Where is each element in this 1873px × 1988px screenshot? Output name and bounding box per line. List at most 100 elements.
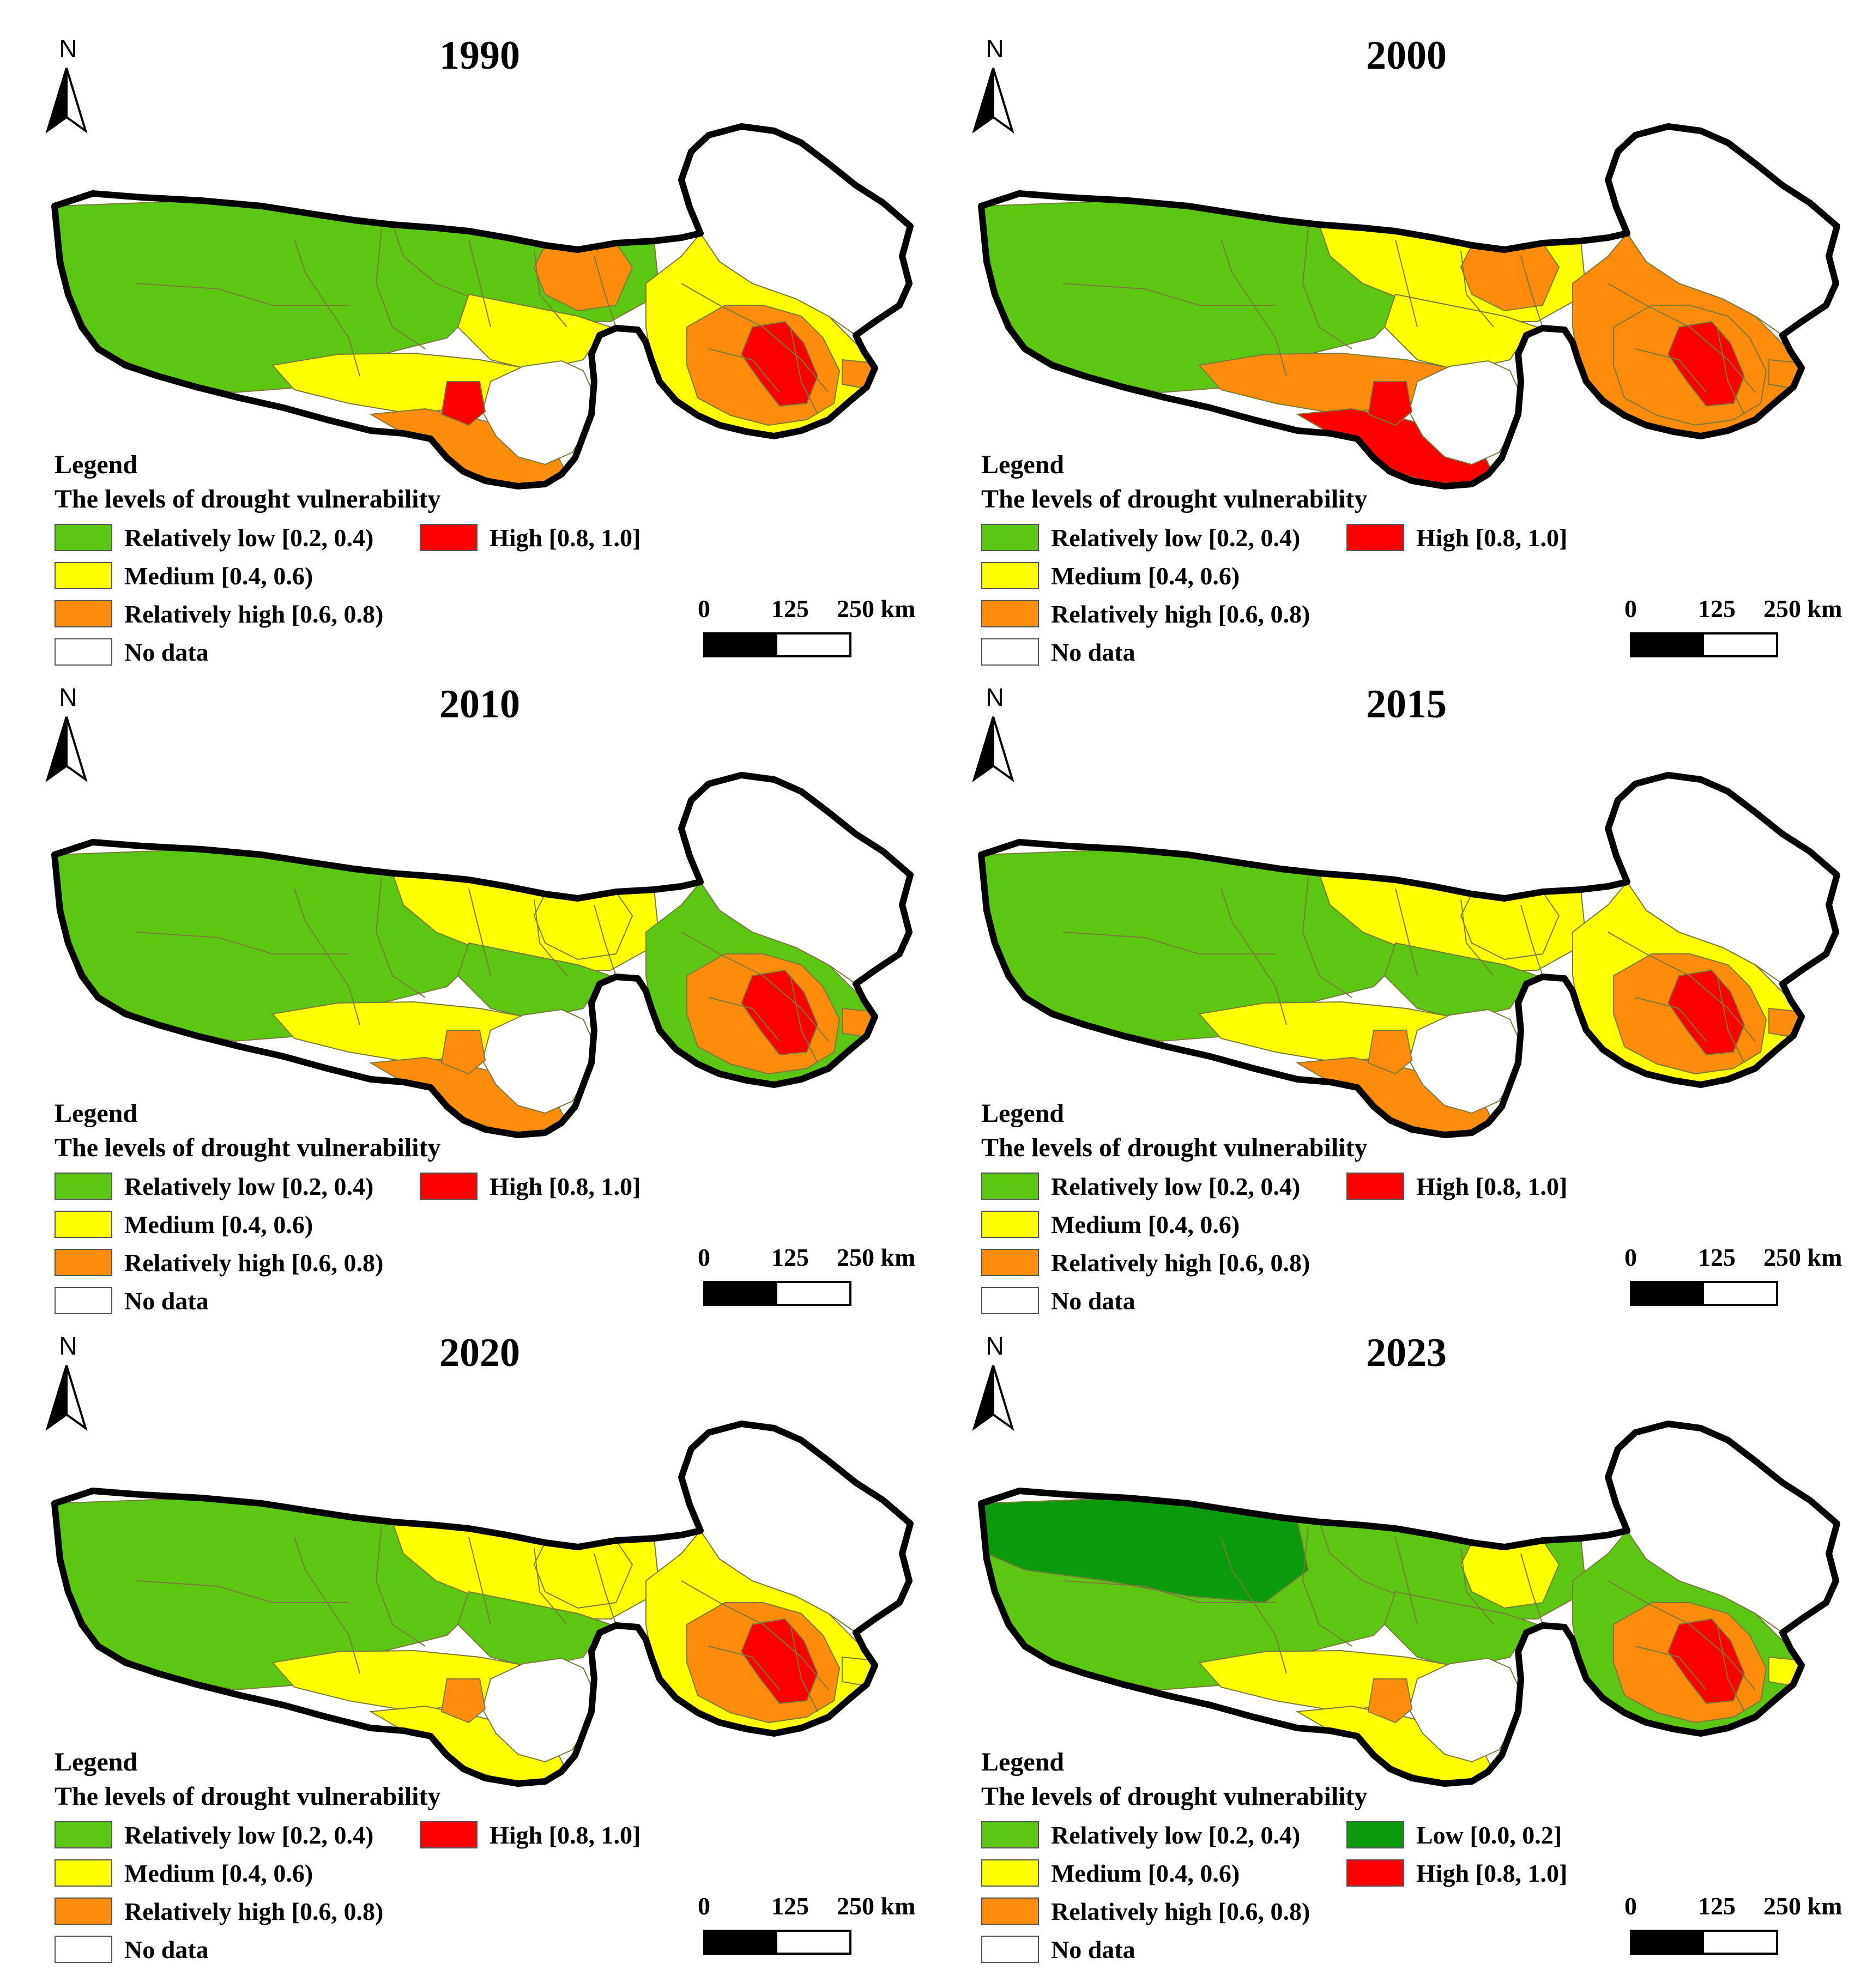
legend-swatch bbox=[981, 1287, 1039, 1314]
legend-swatch bbox=[55, 600, 112, 627]
county-boundary bbox=[1460, 1548, 1494, 1625]
legend-label: Medium [0.4, 0.6) bbox=[1051, 1210, 1240, 1238]
county-boundary bbox=[1520, 256, 1543, 328]
choropleth-map bbox=[51, 772, 914, 1138]
north-label: N bbox=[59, 34, 77, 63]
map-panel-2023: 2023 N Legend The levels of drought vulnera… bbox=[927, 1297, 1853, 1963]
legend-item-rel-high: Relatively high [0.6, 0.8) bbox=[55, 1896, 383, 1926]
county-boundary bbox=[594, 256, 617, 328]
legend-item-rel-high: Relatively high [0.6, 0.8) bbox=[981, 1247, 1310, 1278]
county-boundary bbox=[681, 283, 829, 393]
basin-outline bbox=[978, 123, 1840, 490]
legend-subtitle: The levels of drought vulnerability bbox=[55, 1133, 441, 1162]
map-year-title: 1990 bbox=[439, 33, 520, 78]
legend-label: Relatively low [0.2, 0.4) bbox=[124, 1172, 374, 1200]
map-year-title: 2000 bbox=[1366, 33, 1447, 78]
legend-label: Relatively low [0.2, 0.4) bbox=[1051, 523, 1301, 552]
legend-swatch bbox=[981, 600, 1039, 627]
legend-title: Legend bbox=[55, 450, 138, 479]
legend-swatch bbox=[981, 1936, 1039, 1963]
legend-swatch bbox=[981, 1898, 1039, 1925]
county-boundary bbox=[594, 904, 617, 976]
legend-swatch bbox=[1346, 1173, 1404, 1200]
legend-swatch bbox=[55, 1249, 112, 1276]
legend-item-medium: Medium [0.4, 0.6) bbox=[55, 1858, 313, 1888]
choropleth-map bbox=[51, 1421, 914, 1787]
legend-label: Relatively low [0.2, 0.4) bbox=[1051, 1172, 1301, 1200]
scale-label: 125 bbox=[1698, 1892, 1736, 1920]
legend-label: No data bbox=[124, 1286, 209, 1315]
scale-bar bbox=[1630, 632, 1778, 657]
scale-label: 0 bbox=[698, 1243, 710, 1271]
north-arrow-icon bbox=[45, 716, 88, 783]
scale-label: 0 bbox=[1624, 595, 1637, 623]
legend-item-medium: Medium [0.4, 0.6) bbox=[55, 1209, 313, 1240]
county-boundary bbox=[1635, 348, 1707, 393]
north-label: N bbox=[986, 683, 1004, 711]
legend-swatch bbox=[981, 1211, 1039, 1238]
legend-item-high: High [0.8, 1.0] bbox=[1346, 522, 1567, 553]
map-year-title: 2020 bbox=[439, 1331, 520, 1375]
county-boundary bbox=[1520, 904, 1543, 976]
county-boundary bbox=[468, 239, 491, 328]
scale-label: 250 km bbox=[837, 595, 916, 623]
legend-swatch bbox=[981, 562, 1039, 589]
legend-swatch bbox=[55, 638, 112, 666]
legend-swatch bbox=[1346, 524, 1404, 551]
legend-label: Medium [0.4, 0.6) bbox=[1051, 561, 1240, 590]
county-boundary bbox=[1460, 899, 1494, 976]
legend-label: High [0.8, 1.0] bbox=[1416, 523, 1568, 552]
legend-swatch bbox=[1346, 1859, 1404, 1887]
legend-label: Relatively high [0.6, 0.8) bbox=[124, 1248, 384, 1277]
county-boundary bbox=[681, 1580, 829, 1690]
county-boundary bbox=[534, 250, 567, 328]
legend-item-low: Low [0.0, 0.2] bbox=[1346, 1820, 1562, 1850]
legend-item-high: High [0.8, 1.0] bbox=[420, 1171, 641, 1201]
legend-swatch bbox=[981, 1249, 1039, 1276]
county-boundary bbox=[1717, 975, 1745, 1064]
county-boundary bbox=[1395, 1537, 1418, 1625]
scale-label: 0 bbox=[698, 1892, 710, 1920]
legend-swatch bbox=[981, 638, 1039, 666]
county-boundary bbox=[790, 327, 818, 415]
basin-outline bbox=[978, 1421, 1840, 1787]
legend-title: Legend bbox=[981, 1748, 1065, 1776]
county-boundary bbox=[1395, 888, 1418, 976]
legend-subtitle: The levels of drought vulnerability bbox=[981, 1133, 1368, 1162]
legend-item-medium: Medium [0.4, 0.6) bbox=[981, 1209, 1240, 1240]
legend-swatch bbox=[420, 524, 478, 551]
county-boundary bbox=[468, 1537, 491, 1625]
scale-label: 0 bbox=[1624, 1892, 1637, 1920]
legend-label: Relatively high [0.6, 0.8) bbox=[1051, 1897, 1310, 1925]
county-boundary bbox=[468, 888, 491, 976]
basin-outline bbox=[51, 123, 914, 490]
legend-item-high: High [0.8, 1.0] bbox=[1346, 1171, 1567, 1201]
scale-label: 125 bbox=[771, 1892, 809, 1920]
legend-subtitle: The levels of drought vulnerability bbox=[55, 1782, 441, 1811]
legend-subtitle: The levels of drought vulnerability bbox=[55, 485, 441, 513]
county-boundary bbox=[534, 899, 567, 976]
region-hole-rim bbox=[1367, 1678, 1413, 1724]
legend-item-rel-low: Relatively low [0.2, 0.4) bbox=[55, 1820, 373, 1850]
legend-label: No data bbox=[1051, 1935, 1135, 1963]
choropleth-map bbox=[978, 772, 1840, 1138]
scale-label: 250 km bbox=[837, 1243, 916, 1271]
region-hole-rim bbox=[1367, 381, 1413, 426]
legend-label: No data bbox=[124, 1935, 209, 1963]
scale-label: 125 bbox=[1698, 1243, 1736, 1271]
legend-label: High [0.8, 1.0] bbox=[490, 1172, 641, 1200]
scale-label: 125 bbox=[771, 1243, 809, 1271]
legend-item-rel-high: Relatively high [0.6, 0.8) bbox=[55, 599, 383, 629]
legend-item-high: High [0.8, 1.0] bbox=[420, 1820, 641, 1850]
legend-label: High [0.8, 1.0] bbox=[1416, 1172, 1568, 1200]
legend-item-nodata: No data bbox=[55, 1285, 209, 1316]
scale-labels: 0 125 250 km bbox=[698, 594, 927, 627]
county-boundary bbox=[790, 975, 818, 1064]
scale-labels: 0 125 250 km bbox=[1624, 594, 1853, 627]
legend-swatch bbox=[981, 524, 1039, 551]
legend-item-medium: Medium [0.4, 0.6) bbox=[981, 560, 1240, 591]
county-boundary bbox=[1608, 932, 1756, 1042]
county-boundary bbox=[708, 1646, 780, 1690]
legend-label: No data bbox=[124, 638, 209, 666]
